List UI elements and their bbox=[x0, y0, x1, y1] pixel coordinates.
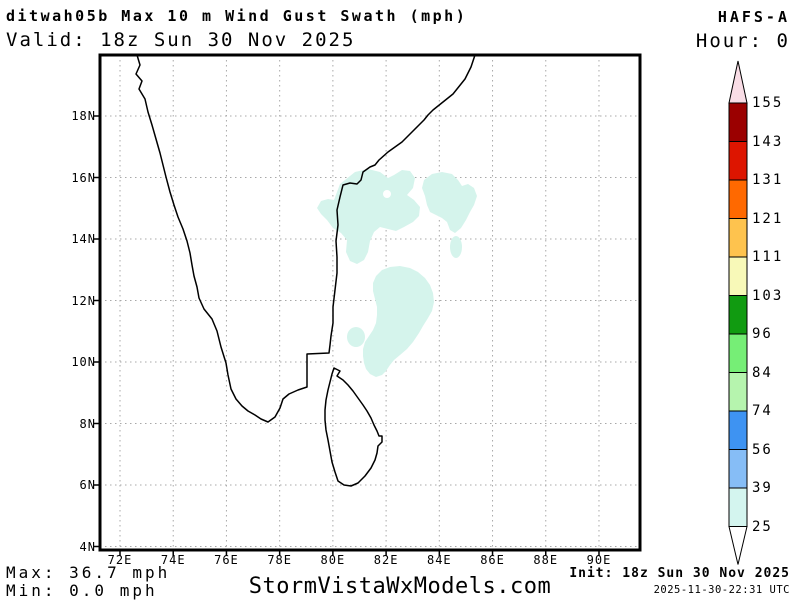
swath-blob-north-east bbox=[422, 172, 477, 233]
min-value-label: Min: 0.0 mph bbox=[6, 581, 158, 600]
colorbar-value-label: 121 bbox=[752, 210, 784, 227]
swath-blob-north-main bbox=[317, 169, 420, 264]
lat-tick-label: 14N bbox=[71, 232, 96, 246]
swath-hole bbox=[383, 190, 391, 198]
colorbar-value-label: 103 bbox=[752, 287, 784, 304]
colorbar-value-label: 56 bbox=[752, 441, 773, 458]
colorbar-segment bbox=[728, 410, 748, 450]
init-time-label: Init: 18z Sun 30 Nov 2025 bbox=[569, 566, 790, 581]
colorbar-segment bbox=[728, 102, 748, 142]
lon-tick-label: 88E bbox=[533, 553, 559, 567]
lat-tick-label: 8N bbox=[79, 416, 96, 431]
colorbar-segment bbox=[728, 449, 748, 489]
colorbar-segment bbox=[728, 295, 748, 335]
lat-axis-labels: 18N 16N 14N 12N 10N 8N 6N 4N bbox=[60, 0, 96, 600]
colorbar-value-label: 84 bbox=[752, 364, 773, 381]
coastline-india bbox=[135, 54, 476, 423]
colorbar-over-arrow bbox=[728, 60, 748, 104]
lat-tick-label: 18N bbox=[71, 109, 96, 123]
colorbar-segment bbox=[728, 372, 748, 412]
colorbar-value-label: 131 bbox=[752, 172, 784, 188]
colorbar-value-label: 96 bbox=[752, 326, 773, 342]
colorbar-value-label: 25 bbox=[752, 518, 773, 535]
colorbar-segment bbox=[728, 141, 748, 181]
colorbar-labels: 155 143 131 121 111 103 96 84 74 56 39 25 bbox=[752, 0, 798, 600]
colorbar-value-label: 155 bbox=[752, 95, 784, 111]
lon-tick-label: 72E bbox=[107, 553, 133, 567]
forecast-hour-label: Hour: 0 bbox=[695, 30, 790, 52]
colorbar-value-label: 74 bbox=[752, 403, 773, 419]
page-title: ditwah05b Max 10 m Wind Gust Swath (mph) bbox=[6, 7, 468, 25]
colorbar-value-label: 39 bbox=[752, 480, 773, 496]
valid-time-label: Valid: 18z Sun 30 Nov 2025 bbox=[6, 29, 356, 51]
colorbar-value-label: 143 bbox=[752, 133, 784, 150]
map-canvas bbox=[94, 53, 642, 556]
lon-tick-label: 80E bbox=[320, 553, 346, 567]
colorbar-segment bbox=[728, 333, 748, 373]
max-value-label: Max: 36.7 mph bbox=[6, 563, 171, 582]
colorbar bbox=[728, 60, 748, 565]
colorbar-segment bbox=[728, 218, 748, 258]
coastline-sri-lanka bbox=[324, 367, 383, 487]
model-name: HAFS-A bbox=[717, 8, 790, 26]
watermark-site: StormVistaWxModels.com bbox=[248, 574, 552, 599]
colorbar-segment bbox=[728, 487, 748, 527]
colorbar-segment bbox=[728, 256, 748, 296]
colorbar-segment bbox=[728, 179, 748, 219]
lon-tick-label: 90E bbox=[586, 553, 612, 567]
map-frame bbox=[98, 53, 642, 552]
swath-blob-east-tail bbox=[450, 236, 462, 258]
lon-tick-label: 78E bbox=[267, 553, 292, 567]
creation-timestamp: 2025-11-30-22:31 UTC bbox=[653, 584, 790, 596]
colorbar-value-label: 111 bbox=[752, 249, 784, 265]
lat-tick-label: 12N bbox=[71, 293, 96, 308]
swath-blob-south-main bbox=[363, 266, 434, 377]
lat-tick-label: 4N bbox=[79, 539, 96, 554]
lon-tick-label: 84E bbox=[426, 553, 452, 567]
coastlines bbox=[135, 54, 476, 487]
lon-tick-label: 86E bbox=[480, 553, 505, 567]
wind-swath-areas bbox=[317, 169, 477, 377]
lat-tick-label: 16N bbox=[71, 170, 96, 185]
lon-tick-label: 74E bbox=[160, 553, 186, 567]
lat-tick-label: 10N bbox=[71, 355, 96, 369]
lon-tick-label: 76E bbox=[214, 553, 239, 567]
lon-axis-labels: 72E 74E 76E 78E 80E 82E 84E 86E 88E 90E bbox=[0, 553, 800, 567]
lon-tick-label: 82E bbox=[373, 553, 399, 567]
grid-lines bbox=[100, 55, 640, 550]
lat-tick-label: 6N bbox=[79, 478, 96, 492]
colorbar-under-arrow bbox=[728, 526, 748, 565]
swath-blob-south-west bbox=[347, 327, 365, 347]
